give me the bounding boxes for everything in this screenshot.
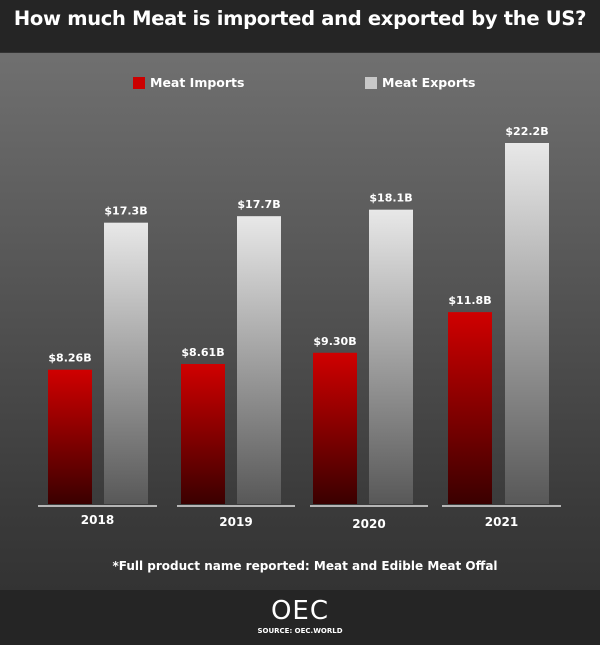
export-value-label-2020: $18.1B bbox=[369, 192, 412, 205]
import-value-label-2021: $11.8B bbox=[448, 294, 491, 307]
bar-chart: Meat Imports Meat Exports $8.26B $17.3B 20… bbox=[38, 75, 561, 573]
footer bbox=[0, 590, 600, 645]
import-bar-2018 bbox=[48, 369, 92, 504]
import-value-label-2020: $9.30B bbox=[313, 335, 356, 348]
export-bar-2020 bbox=[369, 209, 413, 504]
import-value-label-2019: $8.61B bbox=[181, 346, 224, 359]
export-bar-2019 bbox=[237, 216, 281, 505]
export-value-label-2021: $22.2B bbox=[505, 125, 548, 138]
import-bar-2019 bbox=[181, 363, 225, 504]
import-value-label-2018: $8.26B bbox=[48, 352, 91, 365]
x-tick-label-2019: 2019 bbox=[219, 515, 252, 529]
legend-label-exports: Meat Exports bbox=[382, 75, 475, 90]
oec-logo: OEC bbox=[270, 596, 330, 626]
legend-swatch-exports bbox=[365, 77, 377, 89]
export-bar-2018 bbox=[104, 222, 148, 504]
source-text: SOURCE: OEC.WORLD bbox=[257, 627, 343, 635]
chart-title: How much Meat is imported and exported b… bbox=[0, 0, 600, 52]
chart-background bbox=[0, 60, 600, 590]
import-bar-2020 bbox=[313, 352, 357, 504]
export-value-label-2018: $17.3B bbox=[104, 205, 147, 218]
legend: Meat Imports Meat Exports bbox=[133, 75, 475, 90]
footnote: *Full product name reported: Meat and Ed… bbox=[112, 559, 497, 573]
legend-swatch-imports bbox=[133, 77, 145, 89]
x-tick-label-2021: 2021 bbox=[485, 515, 518, 529]
x-tick-label-2020: 2020 bbox=[352, 517, 385, 531]
export-value-label-2019: $17.7B bbox=[237, 198, 280, 211]
x-tick-label-2018: 2018 bbox=[81, 513, 114, 527]
import-bar-2021 bbox=[448, 312, 492, 504]
legend-label-imports: Meat Imports bbox=[150, 75, 244, 90]
export-bar-2021 bbox=[505, 143, 549, 504]
